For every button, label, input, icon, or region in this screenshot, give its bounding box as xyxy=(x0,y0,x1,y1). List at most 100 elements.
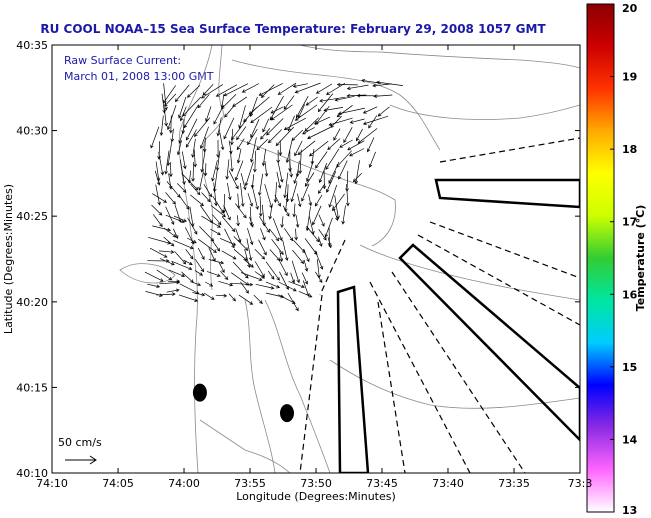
annotation-raw-current: Raw Surface Current: xyxy=(64,54,182,67)
current-vector-73 xyxy=(287,115,295,132)
current-vector-268 xyxy=(271,238,284,255)
current-vector-187 xyxy=(290,182,298,203)
current-vector-111 xyxy=(278,140,283,156)
axes: 74:10 74:05 74:00 73:55 73:50 73:45 73:40 73:35… xyxy=(2,39,592,503)
current-vector-188 xyxy=(301,183,310,202)
current-vector-272 xyxy=(318,236,323,247)
current-vector-290 xyxy=(159,258,175,266)
current-vector-57 xyxy=(323,107,344,112)
current-vector-273 xyxy=(327,237,332,249)
current-vector-345 xyxy=(287,292,299,312)
current-vector-4 xyxy=(186,84,201,98)
colorbar-tick-label: 18 xyxy=(622,143,637,156)
current-vector-343 xyxy=(265,292,285,299)
current-vector-263 xyxy=(211,239,221,252)
current-vector-214 xyxy=(210,205,226,218)
current-vector-115 xyxy=(308,140,329,157)
current-vector-85 xyxy=(185,129,197,148)
x-tick-label: 73:35 xyxy=(498,477,530,490)
current-vector-169 xyxy=(293,170,300,184)
current-vector-7 xyxy=(215,84,238,97)
current-vector-227 xyxy=(165,214,185,224)
current-vector-94 xyxy=(291,129,303,142)
current-vector-75 xyxy=(304,117,320,132)
current-vector-328 xyxy=(255,283,275,290)
current-vector-66 xyxy=(194,117,211,137)
current-vector-147 xyxy=(244,161,254,187)
current-vector-321 xyxy=(168,279,181,284)
study-box-east xyxy=(434,178,580,209)
current-vector-92 xyxy=(267,129,282,144)
sampling-track-5 xyxy=(369,281,471,473)
current-vector-275 xyxy=(158,250,175,254)
current-vector-15 xyxy=(315,83,333,94)
current-vector-133 xyxy=(310,149,315,165)
current-vector-24 xyxy=(178,96,187,119)
current-vector-306 xyxy=(168,269,186,278)
current-vector-103 xyxy=(176,140,182,156)
current-vector-124 xyxy=(200,149,206,173)
current-vector-336 xyxy=(178,294,199,302)
current-vector-128 xyxy=(253,150,257,173)
current-vector-331 xyxy=(288,281,305,289)
current-vector-346 xyxy=(298,291,313,298)
current-vector-21 xyxy=(376,80,403,86)
current-vector-215 xyxy=(223,205,231,221)
current-vector-178 xyxy=(190,183,201,196)
current-vector-253 xyxy=(284,228,294,242)
current-vector-280 xyxy=(221,250,237,260)
buoy-marker-1 xyxy=(192,383,207,402)
current-vector-340 xyxy=(228,293,236,302)
current-vector-288 xyxy=(314,250,324,270)
current-vector-309 xyxy=(206,271,221,277)
colorbar-label: Temperature (°C) xyxy=(634,205,647,312)
current-vector-36 xyxy=(317,93,334,113)
current-vector-17 xyxy=(336,82,358,87)
current-vector-197 xyxy=(212,196,224,214)
current-vector-259 xyxy=(163,236,175,247)
x-axis-label: Longitude (Degrees:Minutes) xyxy=(236,490,396,503)
y-tick-label: 40:25 xyxy=(16,210,48,223)
sampling-track-6 xyxy=(377,301,406,473)
current-vector-53 xyxy=(270,104,293,121)
current-vector-156 xyxy=(354,160,360,185)
current-vector-312 xyxy=(240,272,263,281)
current-vector-237 xyxy=(280,216,284,229)
current-vector-219 xyxy=(268,203,273,220)
current-vector-95 xyxy=(302,127,315,135)
current-vector-278 xyxy=(197,247,205,260)
current-vector-307 xyxy=(181,271,194,284)
contour-south-2 xyxy=(264,299,331,473)
current-vector-16 xyxy=(325,83,346,95)
current-vector-155 xyxy=(337,160,348,180)
current-vector-198 xyxy=(222,193,226,214)
current-vector-269 xyxy=(282,239,289,262)
study-box-south xyxy=(336,285,370,473)
current-vector-329 xyxy=(265,281,281,289)
current-vector-37 xyxy=(319,96,346,103)
current-vector-126 xyxy=(230,150,234,173)
current-vector-13 xyxy=(292,83,308,88)
current-vector-88 xyxy=(230,128,234,146)
current-vector-324 xyxy=(205,281,214,287)
current-vector-145 xyxy=(225,159,230,180)
sampling-track-3 xyxy=(417,234,580,326)
current-vector-266 xyxy=(246,238,253,262)
current-vector-14 xyxy=(294,82,321,94)
current-vector-264 xyxy=(219,237,237,246)
current-vector-230 xyxy=(201,215,221,228)
x-tick-label: 74:10 xyxy=(36,477,68,490)
current-vector-127 xyxy=(236,148,242,164)
current-vector-319 xyxy=(147,283,161,289)
current-vector-63 xyxy=(168,115,173,134)
current-vector-46 xyxy=(205,106,212,122)
current-vector-121 xyxy=(164,150,170,175)
current-vector-152 xyxy=(305,161,314,182)
current-vector-179 xyxy=(203,184,212,198)
current-vector-87 xyxy=(218,128,225,151)
current-vector-239 xyxy=(308,215,315,235)
current-vector-91 xyxy=(260,128,271,140)
current-vector-180 xyxy=(213,182,218,207)
current-vector-191 xyxy=(346,184,350,207)
